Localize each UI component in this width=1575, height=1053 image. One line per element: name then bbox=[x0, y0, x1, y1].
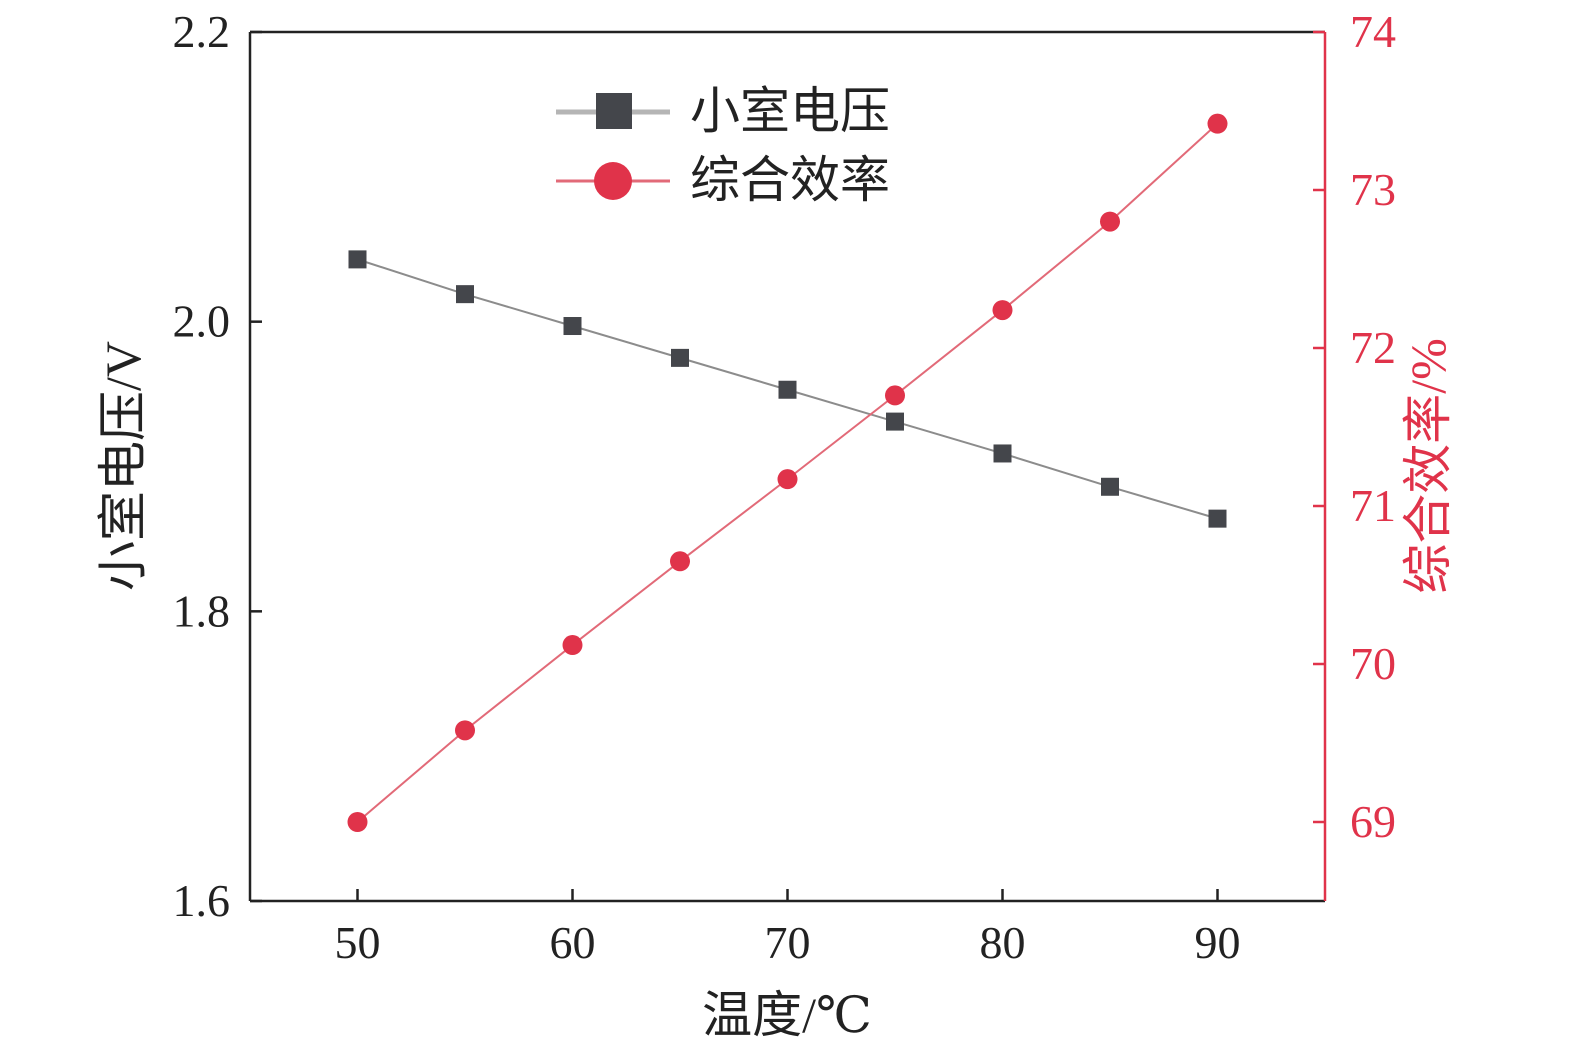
legend-voltage-label: 小室电压 bbox=[690, 83, 890, 139]
right-y-tick-label: 74 bbox=[1350, 6, 1396, 57]
right-y-tick-label: 72 bbox=[1350, 322, 1396, 373]
voltage-point bbox=[886, 412, 904, 431]
x-ticks: 50 60 70 80 90 bbox=[335, 889, 1241, 968]
legend-efficiency-marker bbox=[594, 162, 632, 200]
efficiency-point bbox=[777, 469, 798, 490]
x-tick-label: 90 bbox=[1195, 917, 1241, 968]
right-y-tick-label: 70 bbox=[1350, 638, 1396, 689]
x-tick-label: 60 bbox=[550, 917, 596, 968]
x-tick-label: 80 bbox=[980, 917, 1026, 968]
efficiency-point bbox=[455, 720, 475, 741]
legend-efficiency-label: 综合效率 bbox=[690, 152, 890, 208]
efficiency-point bbox=[347, 812, 368, 832]
right-y-axis-title: 综合效率/% bbox=[1400, 338, 1456, 594]
efficiency-point bbox=[1207, 113, 1228, 134]
voltage-point bbox=[993, 444, 1012, 463]
voltage-point bbox=[456, 285, 474, 304]
efficiency-point bbox=[992, 300, 1013, 321]
left-y-ticks: 1.6 1.8 2.0 2.2 bbox=[173, 6, 262, 926]
voltage-point bbox=[778, 380, 797, 399]
efficiency-point bbox=[670, 551, 690, 572]
series-efficiency bbox=[347, 113, 1228, 832]
efficiency-point bbox=[885, 385, 905, 406]
x-axis-title: 温度/℃ bbox=[702, 987, 872, 1043]
voltage-point bbox=[671, 348, 689, 367]
right-y-tick-label: 71 bbox=[1350, 480, 1396, 531]
voltage-point bbox=[563, 317, 582, 336]
legend-item-efficiency: 综合效率 bbox=[556, 152, 890, 208]
left-y-tick-label: 1.8 bbox=[173, 585, 231, 636]
x-tick-label: 70 bbox=[765, 917, 811, 968]
right-y-tick-label: 73 bbox=[1350, 164, 1396, 215]
series-voltage bbox=[348, 250, 1227, 528]
right-y-tick-label: 69 bbox=[1350, 796, 1396, 847]
efficiency-point bbox=[1100, 211, 1120, 232]
voltage-point bbox=[1101, 477, 1119, 496]
x-tick-label: 50 bbox=[335, 917, 381, 968]
left-y-tick-label: 2.2 bbox=[173, 6, 231, 57]
series-layer bbox=[347, 113, 1228, 832]
efficiency-point bbox=[562, 635, 583, 656]
legend-item-voltage: 小室电压 bbox=[556, 83, 890, 139]
legend-voltage-marker bbox=[596, 93, 632, 129]
legend: 小室电压 综合效率 bbox=[556, 83, 890, 208]
left-y-axis-title: 小室电压/V bbox=[95, 341, 151, 591]
left-y-tick-label: 2.0 bbox=[173, 296, 231, 347]
voltage-point bbox=[348, 250, 367, 269]
left-y-tick-label: 1.6 bbox=[173, 875, 231, 926]
right-y-ticks: 69 70 71 72 73 74 bbox=[1313, 6, 1396, 847]
voltage-point bbox=[1208, 509, 1227, 528]
